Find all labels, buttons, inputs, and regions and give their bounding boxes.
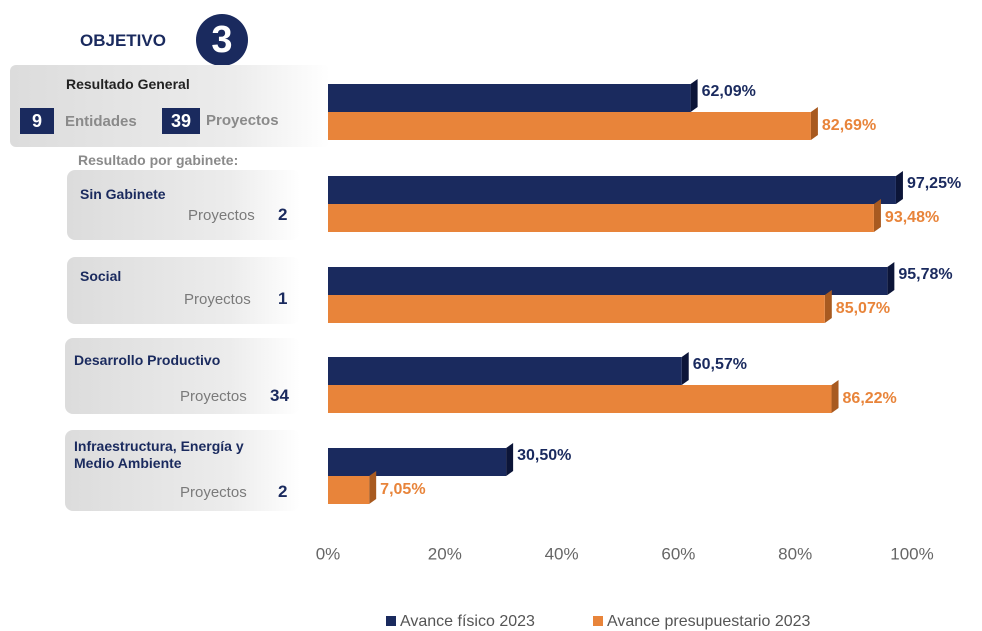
value-label: 7,05% — [380, 481, 425, 498]
bar-shadow — [895, 171, 903, 204]
legend-label: Avance presupuestario 2023 — [607, 613, 811, 630]
projects-count: 39 — [162, 108, 200, 134]
bar-shadow — [369, 471, 377, 504]
bar — [328, 448, 507, 476]
legend-swatch — [386, 616, 396, 626]
projects-label: Proyectos — [180, 388, 247, 405]
category-label: Resultado General — [66, 76, 190, 92]
projects-label: Proyectos — [184, 291, 251, 308]
projects-count: 34 — [270, 386, 289, 405]
category-label: Infraestructura, Energía y Medio Ambient… — [74, 438, 244, 471]
category-panel — [65, 430, 300, 511]
category-label: Desarrollo Productivo — [74, 352, 221, 368]
category-panel — [67, 170, 300, 240]
projects-label: Proyectos — [188, 207, 255, 224]
projects-count: 2 — [278, 205, 288, 224]
bar — [328, 204, 874, 232]
x-tick-label: 80% — [778, 544, 812, 563]
bar — [328, 84, 691, 112]
x-tick-label: 40% — [545, 544, 579, 563]
bar-shadow — [873, 199, 881, 232]
subheading: Resultado por gabinete: — [78, 152, 239, 168]
bar — [328, 295, 825, 323]
bar-shadow — [824, 290, 832, 323]
bar — [328, 176, 896, 204]
category-panel — [67, 257, 300, 324]
bar-shadow — [506, 443, 514, 476]
bar-shadow — [887, 262, 895, 295]
bar-shadow — [810, 107, 818, 140]
value-label: 85,07% — [836, 300, 890, 317]
value-label: 30,50% — [517, 447, 571, 464]
value-label: 97,25% — [907, 175, 961, 192]
legend-swatch — [593, 616, 603, 626]
objective-number: 3 — [196, 14, 248, 66]
x-tick-label: 0% — [316, 544, 341, 563]
bar — [328, 112, 811, 140]
projects-label: Proyectos — [180, 484, 247, 501]
value-label: 93,48% — [885, 209, 939, 226]
value-label: 60,57% — [693, 356, 747, 373]
legend-label: Avance físico 2023 — [400, 613, 535, 630]
x-tick-label: 60% — [661, 544, 695, 563]
category-label: Sin Gabinete — [80, 186, 166, 202]
entities-count: 9 — [20, 108, 54, 134]
value-label: 62,09% — [702, 83, 756, 100]
value-label: 95,78% — [898, 266, 952, 283]
projects-count: 1 — [278, 289, 288, 308]
projects-count: 2 — [278, 482, 288, 501]
value-label: 86,22% — [843, 390, 897, 407]
bar — [328, 357, 682, 385]
x-tick-label: 100% — [890, 544, 933, 563]
bar-shadow — [831, 380, 839, 413]
objective-label: OBJETIVO — [80, 31, 166, 50]
bar — [328, 267, 888, 295]
x-tick-label: 20% — [428, 544, 462, 563]
bar — [328, 476, 370, 504]
bar-shadow — [681, 352, 689, 385]
projects-label: Proyectos — [206, 112, 279, 129]
category-label: Social — [80, 268, 122, 284]
entities-label: Entidades — [65, 113, 137, 130]
category-panel — [65, 338, 300, 414]
value-label: 82,69% — [822, 117, 876, 134]
bar-shadow — [690, 79, 698, 112]
bar — [328, 385, 832, 413]
